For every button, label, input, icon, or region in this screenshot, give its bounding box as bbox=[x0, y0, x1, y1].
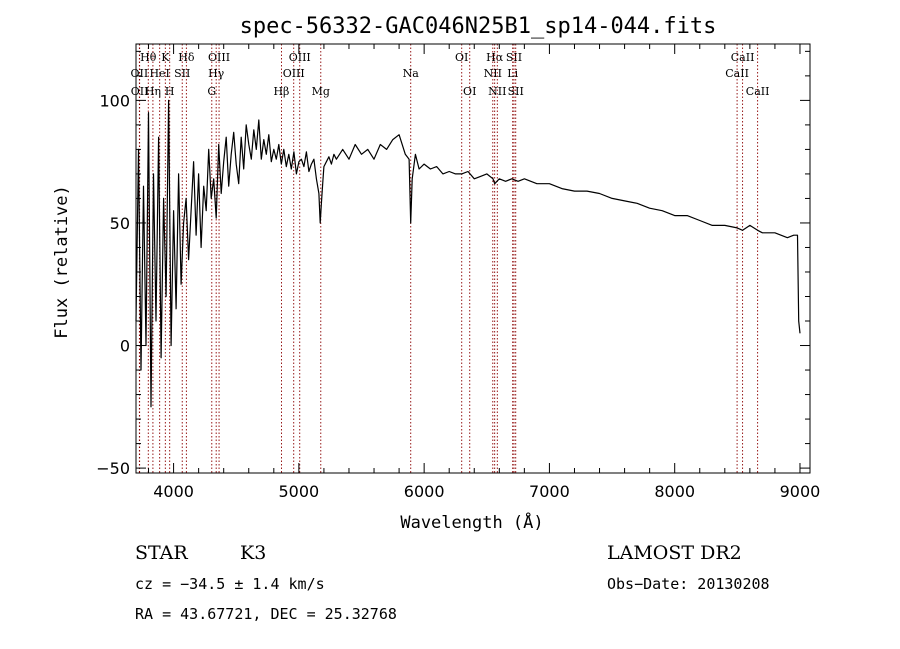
observation-date: Obs−Date: 20130208 bbox=[607, 575, 770, 593]
redshift-velocity: cz = −34.5 ± 1.4 km/s bbox=[135, 575, 325, 593]
line-marker-label: HeI bbox=[149, 67, 169, 80]
line-marker-label: NII bbox=[484, 67, 502, 80]
line-marker-label: OIII bbox=[289, 51, 311, 64]
line-marker-label: Hη bbox=[145, 85, 161, 98]
x-tick-label: 6000 bbox=[404, 482, 445, 501]
line-marker-label: CaII bbox=[731, 51, 755, 64]
line-marker-label: CaII bbox=[725, 67, 749, 80]
y-tick-label: 50 bbox=[110, 214, 130, 233]
chart-title: spec-56332-GAC046N25B1_sp14-044.fits bbox=[240, 14, 717, 39]
survey-label: LAMOST DR2 bbox=[607, 542, 742, 564]
line-marker-label: Li bbox=[507, 67, 518, 80]
line-marker-label: OIII bbox=[283, 67, 305, 80]
sky-coordinates: RA = 43.67721, DEC = 25.32768 bbox=[135, 605, 397, 623]
x-tick-label: 9000 bbox=[780, 482, 821, 501]
x-tick-label: 7000 bbox=[529, 482, 570, 501]
line-marker-label: Hθ bbox=[140, 51, 157, 64]
line-marker-label: OII bbox=[131, 85, 149, 98]
line-marker-label: Hδ bbox=[178, 51, 195, 64]
y-tick-label: 0 bbox=[120, 337, 130, 356]
y-axis-label: Flux (relative) bbox=[52, 185, 72, 339]
line-marker-label: K bbox=[161, 51, 170, 64]
line-marker-label: Hα bbox=[486, 51, 504, 64]
line-marker-label: H bbox=[165, 85, 175, 98]
spectrum-line bbox=[135, 99, 801, 408]
x-tick-label: 8000 bbox=[654, 482, 695, 501]
x-tick-label: 4000 bbox=[153, 482, 194, 501]
line-marker-label: CaII bbox=[746, 85, 770, 98]
line-marker-label: SII bbox=[506, 51, 522, 64]
spectrum-series bbox=[135, 99, 801, 408]
axis-ticks: 4000 5000 6000 7000 8000 9000 −50 0 50 100 bbox=[96, 44, 820, 501]
line-marker-label: SII bbox=[174, 67, 190, 80]
line-marker-label: OI bbox=[463, 85, 476, 98]
line-marker-label: NII bbox=[488, 85, 506, 98]
line-marker-label: SII bbox=[508, 85, 524, 98]
line-marker-label: Hγ bbox=[208, 67, 225, 80]
y-tick-label: 100 bbox=[99, 91, 130, 110]
object-class: STAR bbox=[135, 542, 188, 564]
line-marker-label: OIII bbox=[208, 51, 230, 64]
line-marker-label: OI bbox=[455, 51, 468, 64]
x-axis-label: Wavelength (Å) bbox=[400, 511, 543, 533]
line-marker-label: Hβ bbox=[273, 85, 289, 98]
plot-frame bbox=[135, 43, 811, 474]
y-tick-label: −50 bbox=[96, 459, 130, 478]
object-subclass: K3 bbox=[240, 542, 266, 564]
line-marker-label: G bbox=[207, 85, 216, 98]
line-marker-label: Na bbox=[403, 67, 420, 80]
line-marker-label: Mg bbox=[312, 85, 330, 98]
x-tick-label: 5000 bbox=[279, 482, 320, 501]
